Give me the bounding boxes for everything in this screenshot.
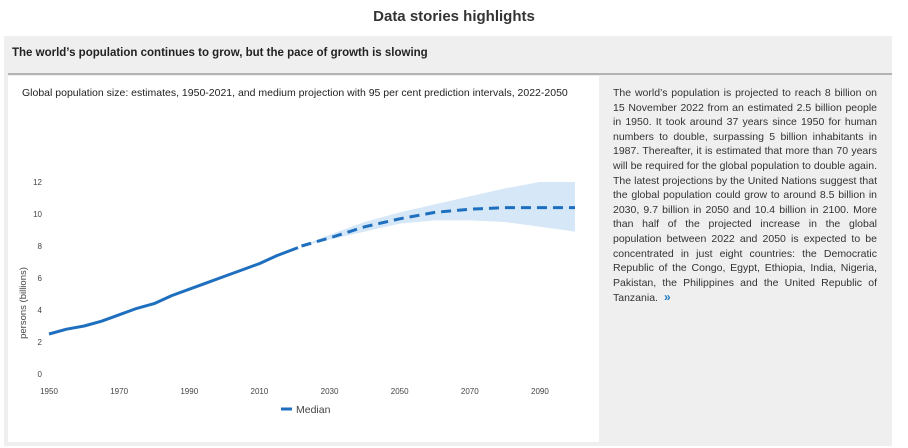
story-text-block: The world’s population is projected to r…: [613, 86, 877, 306]
y-tick-label: 12: [33, 178, 42, 187]
read-more-link[interactable]: »: [663, 290, 671, 305]
y-tick-label: 8: [38, 242, 43, 251]
median-projection-line: [301, 206, 575, 248]
x-tick-label: 2010: [251, 387, 269, 396]
story-panel: The world’s population continues to grow…: [4, 36, 892, 446]
chart-caption: Global population size: estimates, 1950-…: [22, 87, 568, 99]
story-body-text: The world’s population is projected to r…: [613, 87, 877, 305]
x-tick-label: 2050: [391, 387, 409, 396]
y-axis-label: persons (billions): [18, 267, 29, 339]
page-title: Data stories highlights: [373, 8, 535, 25]
x-tick-label: 1950: [40, 387, 58, 396]
divider: [8, 73, 892, 75]
y-tick-label: 6: [38, 274, 43, 283]
y-tick-label: 10: [33, 210, 42, 219]
y-tick-label: 4: [38, 306, 43, 315]
x-tick-label: 2070: [461, 387, 479, 396]
x-tick-label: 1970: [110, 387, 128, 396]
story-title: The world’s population continues to grow…: [12, 47, 428, 59]
y-tick-label: 0: [38, 370, 43, 379]
x-tick-label: 1990: [180, 387, 198, 396]
chart-card: Global population size: estimates, 1950-…: [8, 76, 599, 442]
legend-label: Median: [296, 404, 331, 416]
x-tick-label: 2030: [321, 387, 339, 396]
prediction-interval-band: [301, 182, 575, 246]
median-estimate-line: [48, 246, 299, 336]
population-chart: 0 2 4 6 8 10 12 1950 1970 1990 2010 2030 2050 2070 209…: [18, 178, 575, 416]
x-tick-label: 2090: [531, 387, 549, 396]
y-tick-label: 2: [38, 338, 43, 347]
